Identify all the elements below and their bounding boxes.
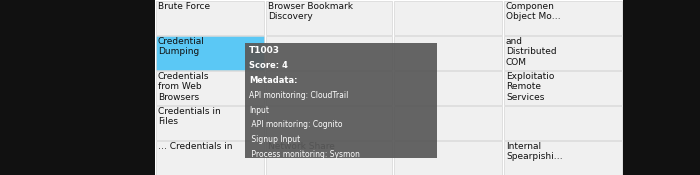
Bar (155, 36, 263, 69)
Text: API monitoring: Cognito: API monitoring: Cognito (249, 120, 342, 129)
Text: Brute Force: Brute Force (158, 2, 210, 11)
Text: Metadata:: Metadata: (249, 76, 298, 85)
Text: Process monitoring: Sysmon: Process monitoring: Sysmon (249, 150, 360, 159)
Bar (155, 141, 263, 174)
Bar (265, 1, 391, 34)
Text: Exploitatio
Remote
Services: Exploitatio Remote Services (506, 72, 554, 102)
Bar (503, 71, 622, 104)
Bar (155, 71, 263, 104)
Text: Signup Input: Signup Input (249, 135, 300, 144)
Bar (503, 1, 622, 34)
Bar (393, 141, 501, 174)
Bar (265, 141, 391, 174)
Bar (503, 106, 622, 139)
Text: and
Distributed
COM: and Distributed COM (506, 37, 556, 67)
Bar (393, 71, 501, 104)
Bar (393, 106, 501, 139)
Bar (0, 0, 155, 175)
Text: Network Share: Network Share (268, 142, 335, 151)
Text: Score: 4: Score: 4 (249, 61, 288, 70)
Text: API monitoring: CloudTrail: API monitoring: CloudTrail (249, 91, 349, 100)
Bar (155, 1, 263, 34)
Text: Internal
Spearpishi…: Internal Spearpishi… (506, 142, 563, 161)
Bar (393, 1, 501, 34)
Text: Componen
Object Mo…: Componen Object Mo… (506, 2, 561, 21)
Bar (245, 43, 437, 158)
Text: Input: Input (249, 106, 269, 114)
Text: Browser Bookmark
Discovery: Browser Bookmark Discovery (268, 2, 353, 21)
Bar (503, 141, 622, 174)
Text: … Credentials in: … Credentials in (158, 142, 232, 151)
Bar (393, 36, 501, 69)
Bar (265, 36, 391, 69)
Text: Credentials
from Web
Browsers: Credentials from Web Browsers (158, 72, 209, 102)
Bar (265, 71, 391, 104)
Text: Credential
Dumping: Credential Dumping (158, 37, 205, 56)
Text: Credentials in
Files: Credentials in Files (158, 107, 220, 126)
Bar (265, 106, 391, 139)
Text: T1003: T1003 (249, 46, 280, 55)
Bar (623, 0, 700, 175)
Bar (155, 106, 263, 139)
Bar (503, 36, 622, 69)
